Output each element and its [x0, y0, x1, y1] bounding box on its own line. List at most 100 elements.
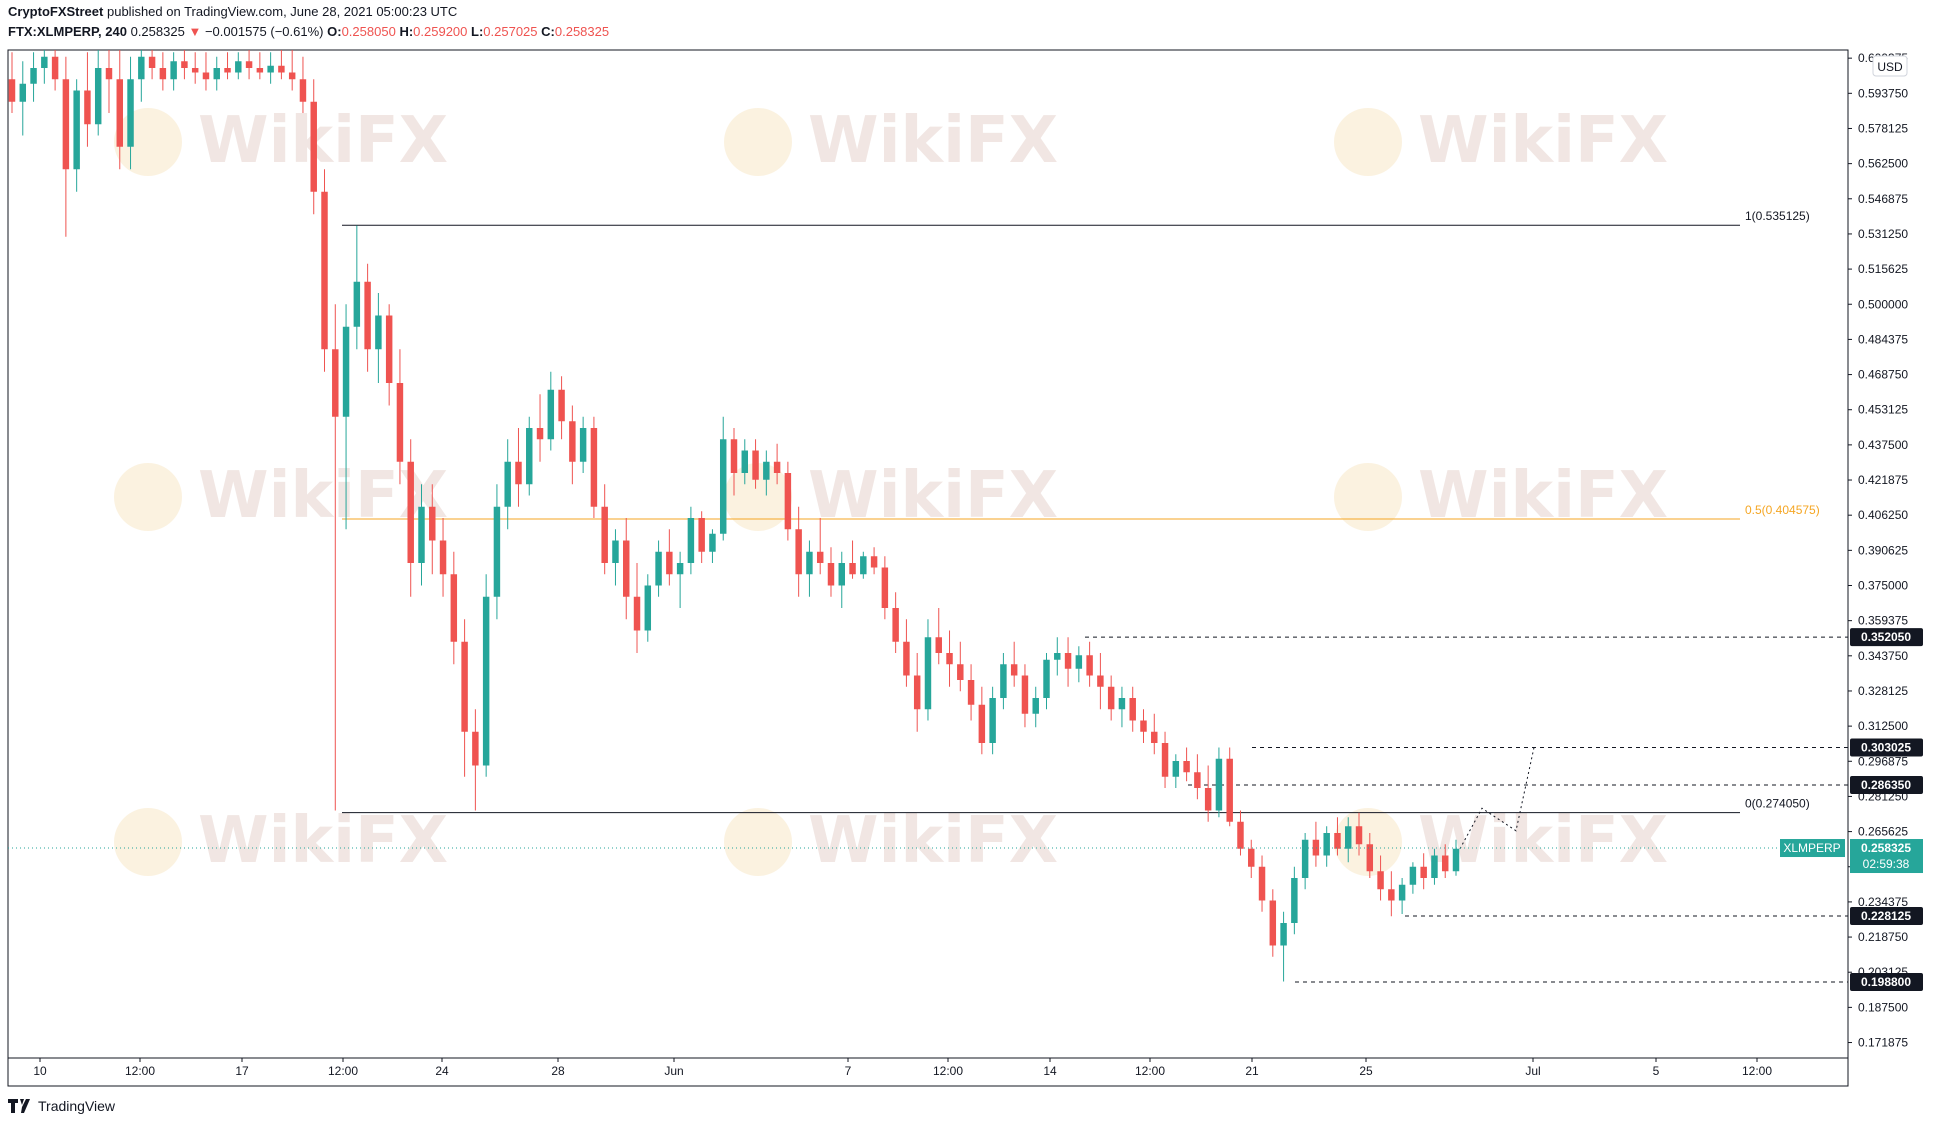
time-tick-label: 7 — [845, 1064, 852, 1078]
candle-body — [1301, 839, 1309, 878]
low-value: 0.257025 — [483, 24, 538, 39]
candle-body — [569, 421, 576, 462]
low-label: L: — [471, 24, 484, 39]
watermark-logo-icon — [1334, 463, 1402, 531]
candle-body — [1021, 675, 1029, 714]
candle-body — [601, 506, 608, 563]
candle-body — [41, 56, 48, 68]
fib-level-label: 0.5(0.404575) — [1745, 503, 1820, 517]
candle-body — [827, 563, 835, 586]
price-tick-label: 0.546875 — [1858, 192, 1908, 206]
candle-body — [590, 428, 598, 507]
current-price-marker: XLMPERP 0.258325 02:59:38 — [8, 839, 1923, 874]
candle-body — [1312, 839, 1320, 856]
projection-path[interactable] — [1459, 747, 1535, 849]
symbol-label: FTX:XLMPERP, 240 — [8, 24, 127, 39]
time-tick-label: 12:00 — [933, 1064, 963, 1078]
candle-body — [978, 704, 986, 743]
candle-body — [967, 680, 975, 705]
candle-body — [429, 506, 436, 541]
bar-countdown-label: 02:59:38 — [1863, 857, 1910, 871]
candle-body — [159, 68, 167, 80]
candle-body — [666, 551, 673, 575]
projection-line — [1459, 747, 1535, 849]
plot-frame — [7, 49, 1849, 1087]
candle-body — [870, 556, 878, 568]
level-price-label: 0.303025 — [1861, 740, 1911, 754]
candle-body — [1107, 686, 1115, 710]
candle-body — [924, 637, 932, 710]
candle-body — [1226, 758, 1233, 822]
candle-body — [332, 349, 339, 417]
high-value: 0.259200 — [413, 24, 468, 39]
time-axis[interactable]: 10 12:00 17 12:00 24 28 Jun 7 12:00 14 12:00 21 25 Ju… — [33, 1058, 1772, 1078]
fib-retracement[interactable]: 1(0.535125) 0.5(0.404575) 0(0.274050) — [342, 209, 1820, 814]
candle-body — [989, 698, 996, 743]
time-tick-label: 12:00 — [328, 1064, 358, 1078]
candle-body — [849, 563, 856, 575]
candle-body — [1086, 655, 1093, 676]
tradingview-brand[interactable]: TradingView — [8, 1098, 115, 1114]
candle-body — [1355, 826, 1363, 845]
candle-body — [245, 61, 253, 68]
candle-body — [773, 461, 781, 473]
watermark-layer: WikiFX WikiFX WikiFX WikiFX WikiFX WikiFX Wiki… — [114, 104, 1668, 878]
candle-body — [644, 585, 652, 631]
watermark-logo-icon — [114, 808, 182, 876]
candle-body — [181, 61, 188, 68]
candle-body — [19, 83, 27, 102]
candle-body — [170, 61, 177, 80]
candle-body — [1010, 664, 1018, 676]
watermark-logo-icon — [114, 108, 182, 176]
price-tick-label: 0.234375 — [1858, 895, 1908, 909]
fib-level-label: 1(0.535125) — [1745, 209, 1810, 223]
candle-body — [461, 641, 468, 732]
price-tick-label: 0.484375 — [1858, 332, 1908, 346]
watermark-text: WikiFX — [198, 459, 448, 533]
candle-body — [1366, 844, 1374, 872]
candle-body — [310, 101, 317, 192]
candle-body — [913, 675, 921, 710]
price-tick-label: 0.375000 — [1858, 579, 1908, 593]
horizontal-levels[interactable]: 0.352050 0.303025 0.286350 0.228125 0.198800 — [1085, 628, 1923, 991]
price-tick-label: 0.500000 — [1858, 297, 1908, 311]
price-tick-label: 0.578125 — [1858, 121, 1908, 135]
candle-body — [116, 79, 123, 147]
watermark-text: WikiFX — [808, 804, 1058, 878]
publisher-name[interactable]: CryptoFXStreet — [8, 4, 104, 19]
candle-body — [105, 68, 113, 80]
watermark-logo-icon — [1334, 808, 1402, 876]
time-tick-label: Jun — [664, 1064, 683, 1078]
candle-body — [687, 518, 695, 563]
watermark-text: WikiFX — [808, 104, 1058, 178]
candle-body — [1409, 866, 1417, 885]
level-price-tag — [1850, 775, 1923, 794]
candle-body — [698, 518, 705, 552]
price-tick-label: 0.187500 — [1858, 1000, 1908, 1014]
candle-body — [472, 731, 479, 766]
candle-body — [1388, 889, 1395, 901]
candle-body — [957, 664, 964, 680]
watermark-text: WikiFX — [1418, 459, 1668, 533]
price-tick-label: 0.312500 — [1858, 719, 1908, 733]
candle-body — [655, 551, 662, 586]
published-text: published on TradingView.com, June 28, 2… — [106, 4, 458, 19]
time-tick-label: 28 — [551, 1064, 565, 1078]
price-axis[interactable]: 0.6093750.5937500.5781250.5625000.546875… — [1848, 51, 1908, 1050]
currency-badge[interactable]: USD — [1872, 55, 1908, 77]
candle-body — [191, 68, 199, 73]
time-tick-label: 12:00 — [1742, 1064, 1772, 1078]
time-tick-label: Jul — [1525, 1064, 1540, 1078]
price-tick-label: 0.562500 — [1858, 157, 1908, 171]
candle-body — [321, 191, 328, 350]
candle-body — [353, 281, 361, 327]
watermark-logo-icon — [724, 463, 792, 531]
level-price-label: 0.228125 — [1861, 909, 1911, 923]
price-tick-label: 0.406250 — [1858, 508, 1908, 522]
current-price-label: 0.258325 — [1861, 841, 1911, 855]
candle-body — [342, 326, 350, 417]
candle-body — [127, 79, 134, 147]
candle-body — [235, 61, 242, 73]
candle-body — [579, 428, 587, 462]
